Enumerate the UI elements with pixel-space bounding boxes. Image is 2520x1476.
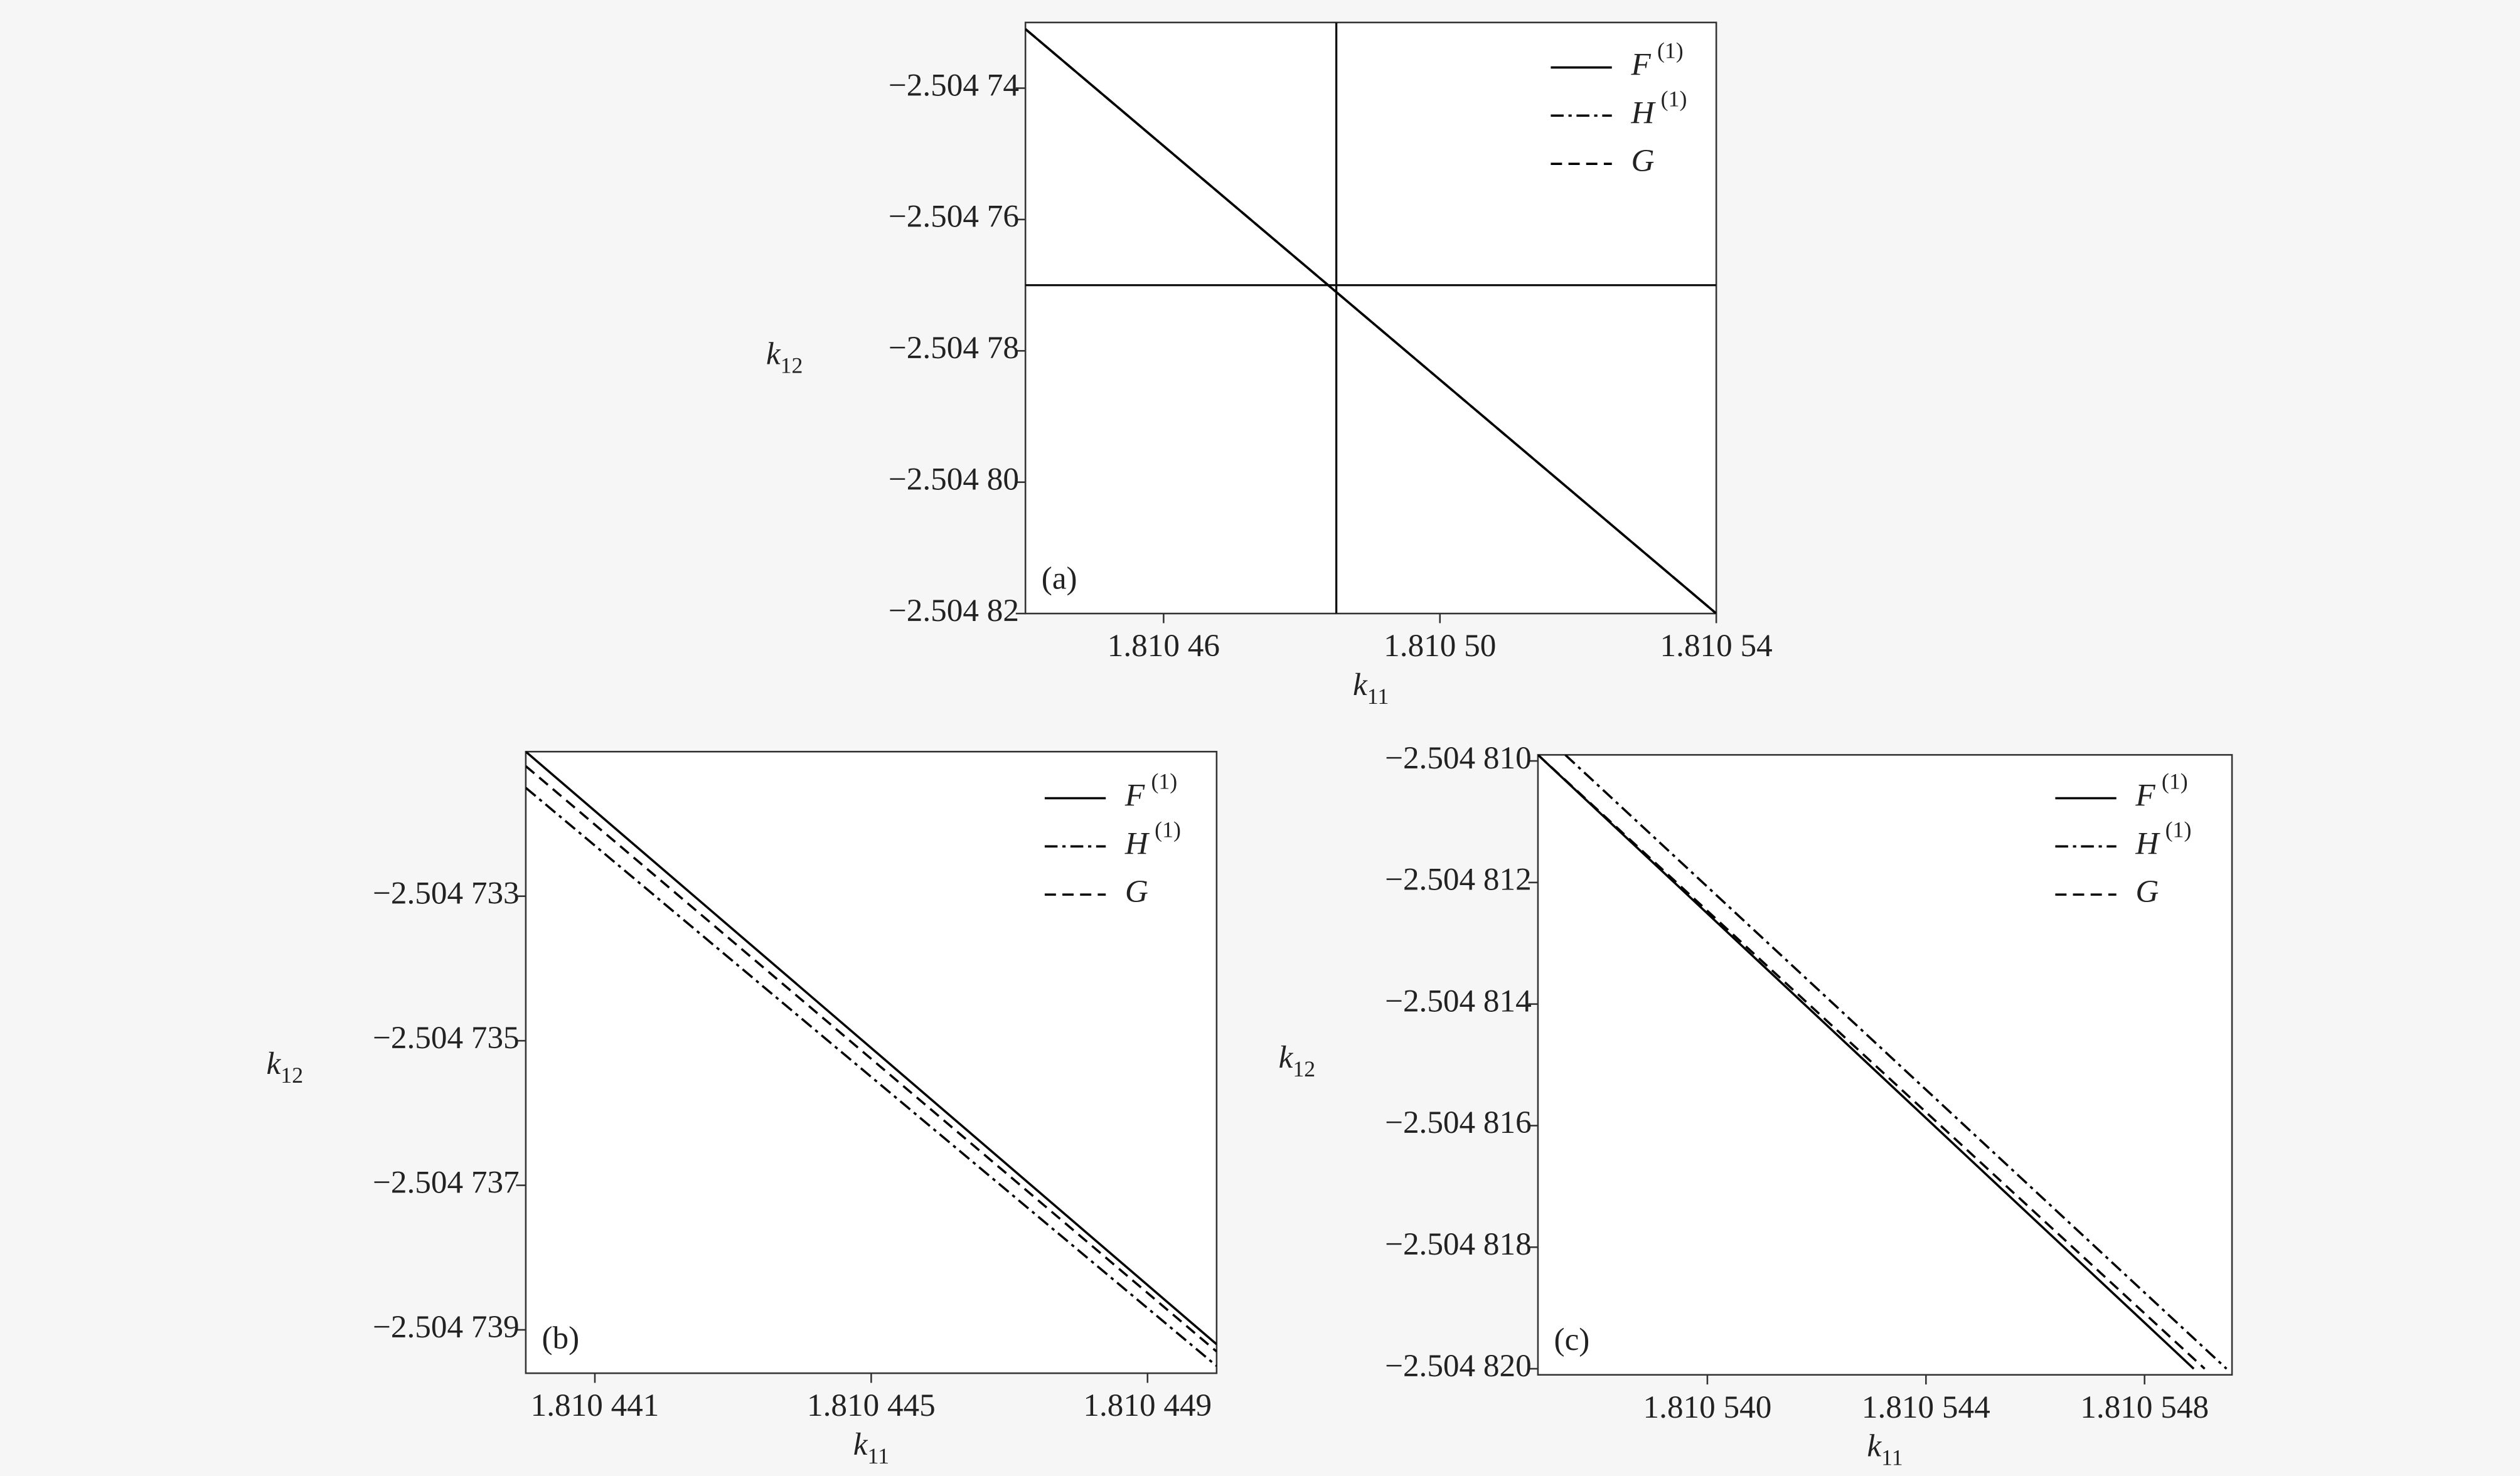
plot-lines: [1537, 755, 2228, 1370]
legend-label: G: [1125, 874, 1148, 910]
y-tick-label: −2.504 74: [889, 67, 1019, 103]
x-axis-label: k11: [853, 1426, 889, 1468]
series-line: [525, 751, 1217, 1346]
series-line: [1564, 755, 2228, 1370]
legend-name: H: [1630, 95, 1656, 130]
x-axis-label: k11: [1353, 667, 1389, 709]
y-tick-label: −2.504 814: [1385, 983, 1532, 1019]
y-tick-label: −2.504 733: [373, 875, 520, 911]
legend-label: H (1): [1630, 87, 1687, 131]
y-axis-label-sub: 12: [781, 353, 803, 378]
y-axis-label-base: k: [766, 336, 781, 371]
y-tick-label: −2.504 739: [373, 1309, 520, 1345]
legend-sup: (1): [1155, 817, 1181, 842]
legend-name: F: [1630, 46, 1651, 82]
series-line: [525, 787, 1217, 1367]
legend-name: F: [2135, 777, 2155, 813]
legend-label: H (1): [2135, 817, 2191, 862]
y-tick-label: −2.504 737: [373, 1164, 520, 1200]
legend-sup: (1): [1661, 87, 1687, 112]
legend-label: F (1): [1630, 38, 1683, 83]
x-tick-label: 1.810 46: [1108, 628, 1220, 664]
x-axis-label-sub: 11: [1367, 684, 1389, 709]
x-tick-label: 1.810 449: [1083, 1388, 1212, 1423]
y-tick-label: −2.504 816: [1385, 1105, 1532, 1140]
x-axis-label: k11: [1867, 1428, 1903, 1470]
x-axis-label-base: k: [1867, 1428, 1882, 1463]
y-tick-label: −2.504 78: [889, 330, 1019, 366]
x-axis-label-base: k: [853, 1426, 868, 1462]
y-axis-label: k12: [1279, 1039, 1316, 1081]
legend-label: G: [2135, 874, 2159, 910]
y-tick-label: −2.504 810: [1385, 740, 1532, 776]
legend-sup: (1): [1151, 769, 1177, 794]
x-tick-label: 1.810 441: [531, 1388, 659, 1423]
y-tick-label: −2.504 76: [889, 199, 1019, 235]
legend-name: G: [1125, 874, 1148, 910]
x-axis-label-sub: 11: [1881, 1445, 1903, 1470]
x-tick-label: 1.810 50: [1384, 628, 1496, 664]
y-axis-label-sub: 12: [280, 1063, 303, 1088]
panel-label: (c): [1554, 1322, 1590, 1357]
x-tick-label: 1.810 544: [1862, 1389, 1990, 1425]
series-line: [1537, 755, 2206, 1370]
plot-lines: [1025, 22, 1717, 614]
legend-name: H: [2135, 826, 2160, 861]
series-line: [1025, 28, 1717, 614]
legend-name: H: [1124, 826, 1150, 861]
x-tick-label: 1.810 548: [2080, 1389, 2209, 1425]
legend-sup: (1): [1657, 38, 1684, 63]
y-axis-label-base: k: [1279, 1039, 1294, 1075]
legend-label: G: [1631, 143, 1654, 179]
y-axis-label-base: k: [267, 1046, 282, 1081]
x-axis-label-sub: 11: [868, 1443, 890, 1468]
legend-label: H (1): [1124, 817, 1181, 862]
panel-label: (a): [1042, 561, 1077, 597]
y-tick-label: −2.504 820: [1385, 1348, 1532, 1384]
y-axis-label: k12: [766, 336, 803, 378]
legend-sup: (1): [2165, 817, 2192, 842]
series-line: [1025, 28, 1717, 614]
plot-lines: [525, 751, 1217, 1367]
legend-sup: (1): [2162, 769, 2188, 794]
y-tick-label: −2.504 818: [1385, 1226, 1532, 1262]
x-axis-label-base: k: [1353, 667, 1368, 703]
legend-name: F: [1124, 777, 1145, 813]
x-tick-label: 1.810 54: [1660, 628, 1773, 664]
y-tick-label: −2.504 80: [889, 461, 1019, 497]
legend-label: F (1): [2135, 769, 2187, 814]
series-line: [1537, 755, 2195, 1370]
panel-label: (b): [542, 1320, 580, 1356]
y-tick-label: −2.504 812: [1385, 862, 1532, 898]
x-tick-label: 1.810 445: [807, 1388, 936, 1423]
legend-name: G: [2135, 874, 2159, 910]
y-tick-label: −2.504 735: [373, 1020, 520, 1056]
y-axis-label-sub: 12: [1293, 1056, 1315, 1081]
legend-label: F (1): [1124, 769, 1177, 814]
plot-area: [1537, 754, 2233, 1376]
legend-name: G: [1631, 143, 1654, 179]
x-tick-label: 1.810 540: [1643, 1389, 1772, 1425]
y-axis-label: k12: [267, 1046, 304, 1088]
series-line: [525, 765, 1217, 1352]
y-tick-label: −2.504 82: [889, 593, 1019, 629]
